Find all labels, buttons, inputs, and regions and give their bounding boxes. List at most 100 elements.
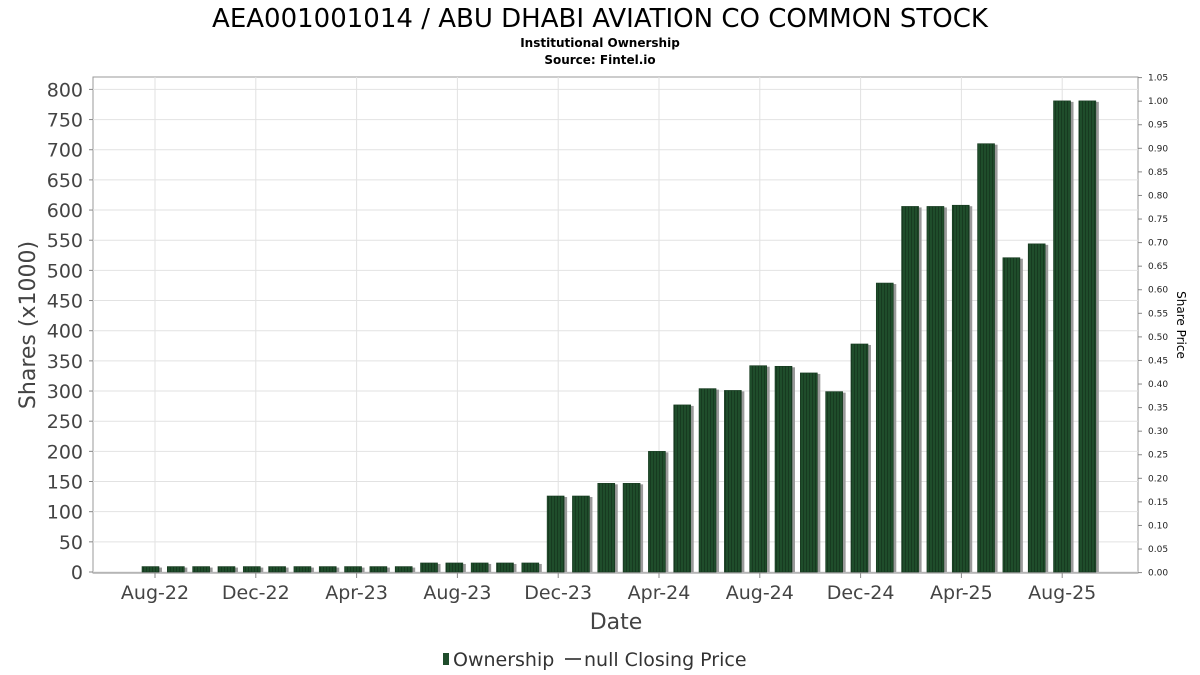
ownership-bar xyxy=(192,566,210,573)
y2-tick-label: 0.70 xyxy=(1148,239,1168,249)
y-tick-label: 450 xyxy=(47,291,83,313)
y2-tick-label: 0.20 xyxy=(1148,474,1168,484)
ownership-bar xyxy=(293,566,312,573)
y-tick-label: 800 xyxy=(47,79,83,101)
y2-tick-label: 0.90 xyxy=(1148,144,1168,154)
ownership-bar xyxy=(724,390,742,573)
y-tick-label: 0 xyxy=(71,562,83,584)
ownership-bar xyxy=(1053,100,1071,573)
y-tick-label: 500 xyxy=(47,260,83,282)
ownership-bar xyxy=(394,566,413,573)
legend-price-label: null Closing Price xyxy=(584,649,747,671)
y-tick-label: 550 xyxy=(47,230,83,252)
ownership-bar xyxy=(1078,100,1097,573)
ownership-bar xyxy=(344,566,362,573)
bars-group xyxy=(141,100,1099,573)
ownership-bar xyxy=(167,566,185,573)
ownership-bar xyxy=(318,566,337,573)
x-tick-label: Apr-24 xyxy=(628,582,691,604)
ownership-bar xyxy=(242,566,261,573)
legend: Ownership null Closing Price xyxy=(443,649,747,671)
x-tick-label: Aug-22 xyxy=(121,582,189,604)
legend-ownership-label: Ownership xyxy=(453,649,554,671)
y2-tick-label: 0.00 xyxy=(1148,569,1168,579)
x-tick-label: Dec-24 xyxy=(827,582,895,604)
ownership-bar xyxy=(698,388,717,573)
ownership-bar xyxy=(875,282,894,573)
y-tick-label: 250 xyxy=(47,411,83,433)
y2-tick-label: 0.55 xyxy=(1148,309,1168,319)
y2-tick-label: 1.05 xyxy=(1148,74,1168,84)
y-tick-label: 600 xyxy=(47,200,83,222)
legend-ownership-swatch xyxy=(443,653,449,665)
x-tick-label: Aug-25 xyxy=(1028,582,1096,604)
y-tick-label: 200 xyxy=(47,441,83,463)
ownership-bar xyxy=(369,566,388,573)
y-axis-label: Shares (x1000) xyxy=(16,241,41,409)
ownership-bar xyxy=(470,562,489,573)
y-tick-label: 150 xyxy=(47,472,83,494)
y2-tick-label: 0.25 xyxy=(1148,451,1168,461)
y-tick-label: 350 xyxy=(47,351,83,373)
x-tick-label: Aug-24 xyxy=(726,582,794,604)
y-tick-label: 750 xyxy=(47,110,83,132)
x-tick-label: Apr-23 xyxy=(325,582,388,604)
y-axis-left: 0 50 100 150 200 250 300 350 400 450 500 550 600 650 7… xyxy=(47,79,93,584)
y2-tick-label: 0.80 xyxy=(1148,191,1168,201)
y2-tick-label: 0.60 xyxy=(1148,286,1168,296)
y-tick-label: 50 xyxy=(59,532,83,554)
ownership-bar xyxy=(951,204,970,573)
chart-subtitle: Institutional Ownership xyxy=(520,36,680,50)
y2-tick-label: 1.00 xyxy=(1148,97,1168,107)
y-tick-label: 100 xyxy=(47,502,83,524)
ownership-bar xyxy=(496,562,514,573)
ownership-bar xyxy=(673,404,692,573)
x-tick-label: Dec-22 xyxy=(222,582,290,604)
y2-tick-label: 0.05 xyxy=(1148,545,1168,555)
y2-tick-label: 0.10 xyxy=(1148,521,1168,531)
ownership-bar xyxy=(926,206,945,573)
y2-tick-label: 0.15 xyxy=(1148,498,1168,508)
y2-tick-label: 0.40 xyxy=(1148,380,1168,390)
y2-tick-label: 0.45 xyxy=(1148,356,1168,366)
ownership-bar xyxy=(977,143,995,573)
ownership-bar xyxy=(901,206,919,573)
y2-tick-label: 0.35 xyxy=(1148,404,1168,414)
ownership-bar xyxy=(825,391,843,573)
y2-tick-label: 0.95 xyxy=(1148,121,1168,131)
ownership-bar xyxy=(445,562,464,573)
ownership-bar xyxy=(850,343,869,573)
ownership-bar xyxy=(1027,243,1046,573)
ownership-bar xyxy=(622,483,641,573)
y-tick-label: 700 xyxy=(47,140,83,162)
x-tick-label: Apr-25 xyxy=(930,582,993,604)
ownership-bar xyxy=(648,451,666,573)
x-tick-label: Dec-23 xyxy=(524,582,592,604)
ownership-bar xyxy=(420,562,438,573)
y2-tick-label: 0.65 xyxy=(1148,262,1168,272)
ownership-bar xyxy=(572,495,590,573)
y-axis-right: 0.00 0.05 0.10 0.15 0.20 0.25 0.30 0.35 0.40 0.45… xyxy=(1138,74,1168,579)
y-tick-label: 300 xyxy=(47,381,83,403)
y-tick-label: 650 xyxy=(47,170,83,192)
ownership-bar xyxy=(521,562,540,573)
ownership-bar xyxy=(217,566,236,573)
ownership-bar xyxy=(546,495,565,573)
ownership-bar xyxy=(800,372,818,573)
y2-tick-label: 0.75 xyxy=(1148,215,1168,225)
chart-source: Source: Fintel.io xyxy=(544,53,655,67)
ownership-bar xyxy=(749,365,767,573)
y-tick-label: 400 xyxy=(47,321,83,343)
y2-tick-label: 0.85 xyxy=(1148,168,1168,178)
chart-title: AEA001001014 / ABU DHABI AVIATION CO COM… xyxy=(212,4,989,34)
ownership-bar xyxy=(774,365,793,573)
y2-axis-label: Share Price xyxy=(1174,291,1188,359)
x-axis-label: Date xyxy=(590,610,643,635)
y2-tick-label: 0.50 xyxy=(1148,333,1168,343)
ownership-bar xyxy=(1002,257,1021,573)
y2-tick-label: 0.30 xyxy=(1148,427,1168,437)
ownership-bar xyxy=(597,483,616,573)
ownership-bar xyxy=(141,566,160,573)
x-axis: Aug-22 Dec-22 Apr-23 Aug-23 Dec-23 Apr-24 Aug-… xyxy=(93,572,1138,604)
